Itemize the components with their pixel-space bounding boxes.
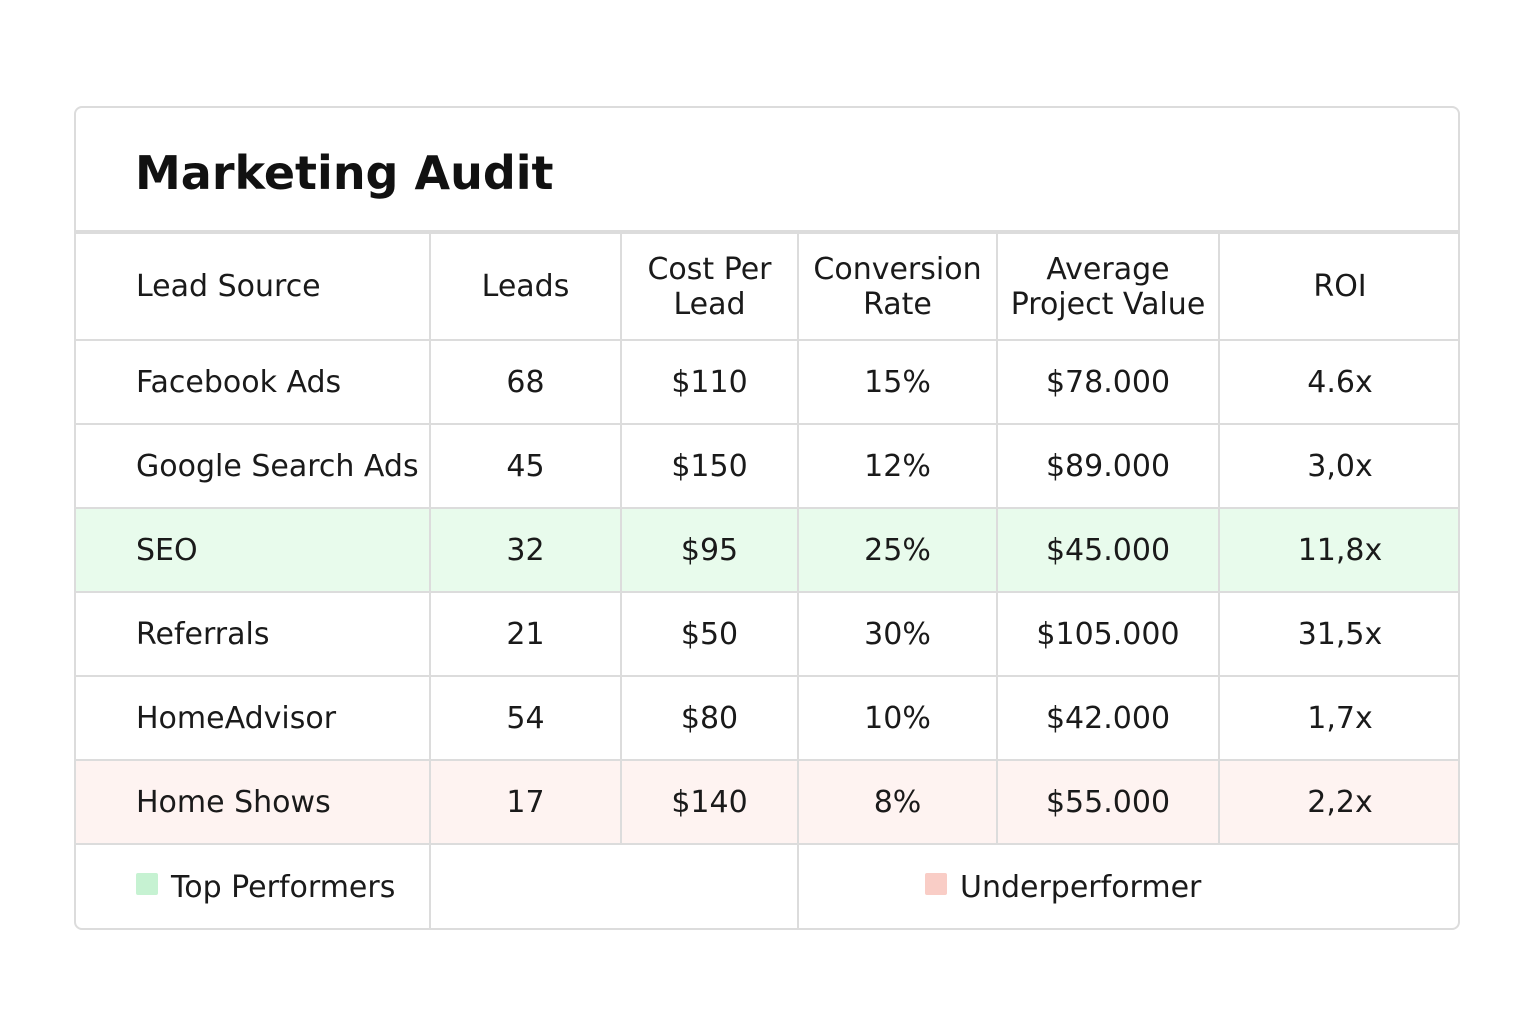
legend-cell-top: Top Performers bbox=[76, 843, 431, 928]
cell-cost-per-lead: $110 bbox=[620, 339, 799, 425]
cell-roi: 2,2x bbox=[1218, 759, 1458, 845]
cell-leads: 54 bbox=[429, 675, 622, 761]
column-header-label: Leads bbox=[481, 269, 570, 304]
table-row: Facebook Ads 68 $110 15% $78.000 4.6x bbox=[76, 339, 1458, 425]
legend-row: Top Performers Underperformer bbox=[76, 843, 1458, 928]
cell-cost-per-lead: $150 bbox=[620, 423, 799, 509]
top-performer-swatch bbox=[136, 873, 158, 896]
cell-roi: 4.6x bbox=[1218, 339, 1458, 425]
legend-empty-cell bbox=[429, 843, 799, 928]
cell-lead-source: SEO bbox=[76, 507, 431, 593]
cell-average-project-value: $78.000 bbox=[996, 339, 1220, 425]
column-header-label: Conversion bbox=[813, 251, 982, 287]
column-header-label: Lead Source bbox=[136, 269, 321, 304]
audit-table: Lead Source Leads Cost Per Lead Conversi… bbox=[76, 232, 1458, 928]
column-header-label: Cost Per bbox=[647, 251, 772, 287]
table-row: Google Search Ads 45 $150 12% $89.000 3,… bbox=[76, 423, 1458, 509]
cell-average-project-value: $89.000 bbox=[996, 423, 1220, 509]
cell-lead-source: Facebook Ads bbox=[76, 339, 431, 425]
title-bar: Marketing Audit bbox=[76, 108, 1458, 232]
legend-label-top: Top Performers bbox=[171, 869, 396, 905]
cell-roi: 11,8x bbox=[1218, 507, 1458, 593]
cell-lead-source: Referrals bbox=[76, 591, 431, 677]
column-header-cost-per-lead: Cost Per Lead bbox=[620, 232, 799, 341]
cell-lead-source: HomeAdvisor bbox=[76, 675, 431, 761]
cell-leads: 68 bbox=[429, 339, 622, 425]
cell-conversion-rate: 30% bbox=[797, 591, 998, 677]
page-title: Marketing Audit bbox=[135, 146, 554, 200]
column-header-lead-source: Lead Source bbox=[76, 232, 431, 341]
table-row-underperformer: Home Shows 17 $140 8% $55.000 2,2x bbox=[76, 759, 1458, 845]
legend-top-performers: Top Performers bbox=[136, 870, 395, 905]
underperformer-swatch bbox=[925, 873, 947, 896]
column-header-label: Average bbox=[1046, 251, 1170, 287]
column-header-leads: Leads bbox=[429, 232, 622, 341]
cell-leads: 17 bbox=[429, 759, 622, 845]
cell-average-project-value: $42.000 bbox=[996, 675, 1220, 761]
column-header-label: Project Value bbox=[1010, 286, 1206, 322]
table-body: Facebook Ads 68 $110 15% $78.000 4.6x Go… bbox=[76, 339, 1458, 928]
header-row: Lead Source Leads Cost Per Lead Conversi… bbox=[76, 232, 1458, 341]
cell-leads: 21 bbox=[429, 591, 622, 677]
cell-conversion-rate: 25% bbox=[797, 507, 998, 593]
cell-leads: 45 bbox=[429, 423, 622, 509]
cell-conversion-rate: 8% bbox=[797, 759, 998, 845]
legend-label-under: Underperformer bbox=[960, 869, 1202, 905]
column-header-conversion-rate: Conversion Rate bbox=[797, 232, 998, 341]
cell-conversion-rate: 15% bbox=[797, 339, 998, 425]
cell-lead-source: Google Search Ads bbox=[76, 423, 431, 509]
cell-cost-per-lead: $80 bbox=[620, 675, 799, 761]
column-header-average-project-value: Average Project Value bbox=[996, 232, 1220, 341]
cell-roi: 3,0x bbox=[1218, 423, 1458, 509]
table-row-top-performer: SEO 32 $95 25% $45.000 11,8x bbox=[76, 507, 1458, 593]
legend-cell-under: Underperformer bbox=[797, 843, 1458, 928]
column-header-label: Rate bbox=[863, 286, 932, 322]
cell-average-project-value: $105.000 bbox=[996, 591, 1220, 677]
cell-cost-per-lead: $50 bbox=[620, 591, 799, 677]
cell-conversion-rate: 10% bbox=[797, 675, 998, 761]
cell-leads: 32 bbox=[429, 507, 622, 593]
cell-cost-per-lead: $140 bbox=[620, 759, 799, 845]
legend-underperformer: Underperformer bbox=[925, 870, 1201, 905]
cell-cost-per-lead: $95 bbox=[620, 507, 799, 593]
cell-roi: 31,5x bbox=[1218, 591, 1458, 677]
cell-conversion-rate: 12% bbox=[797, 423, 998, 509]
column-header-label: Lead bbox=[673, 286, 746, 322]
column-header-roi: ROI bbox=[1218, 232, 1458, 341]
cell-average-project-value: $55.000 bbox=[996, 759, 1220, 845]
cell-roi: 1,7x bbox=[1218, 675, 1458, 761]
column-header-label: ROI bbox=[1313, 269, 1367, 304]
cell-lead-source: Home Shows bbox=[76, 759, 431, 845]
table-row: HomeAdvisor 54 $80 10% $42.000 1,7x bbox=[76, 675, 1458, 761]
cell-average-project-value: $45.000 bbox=[996, 507, 1220, 593]
table-row: Referrals 21 $50 30% $105.000 31,5x bbox=[76, 591, 1458, 677]
marketing-audit-card: Marketing Audit Lead Source Leads Cost P… bbox=[74, 106, 1460, 930]
